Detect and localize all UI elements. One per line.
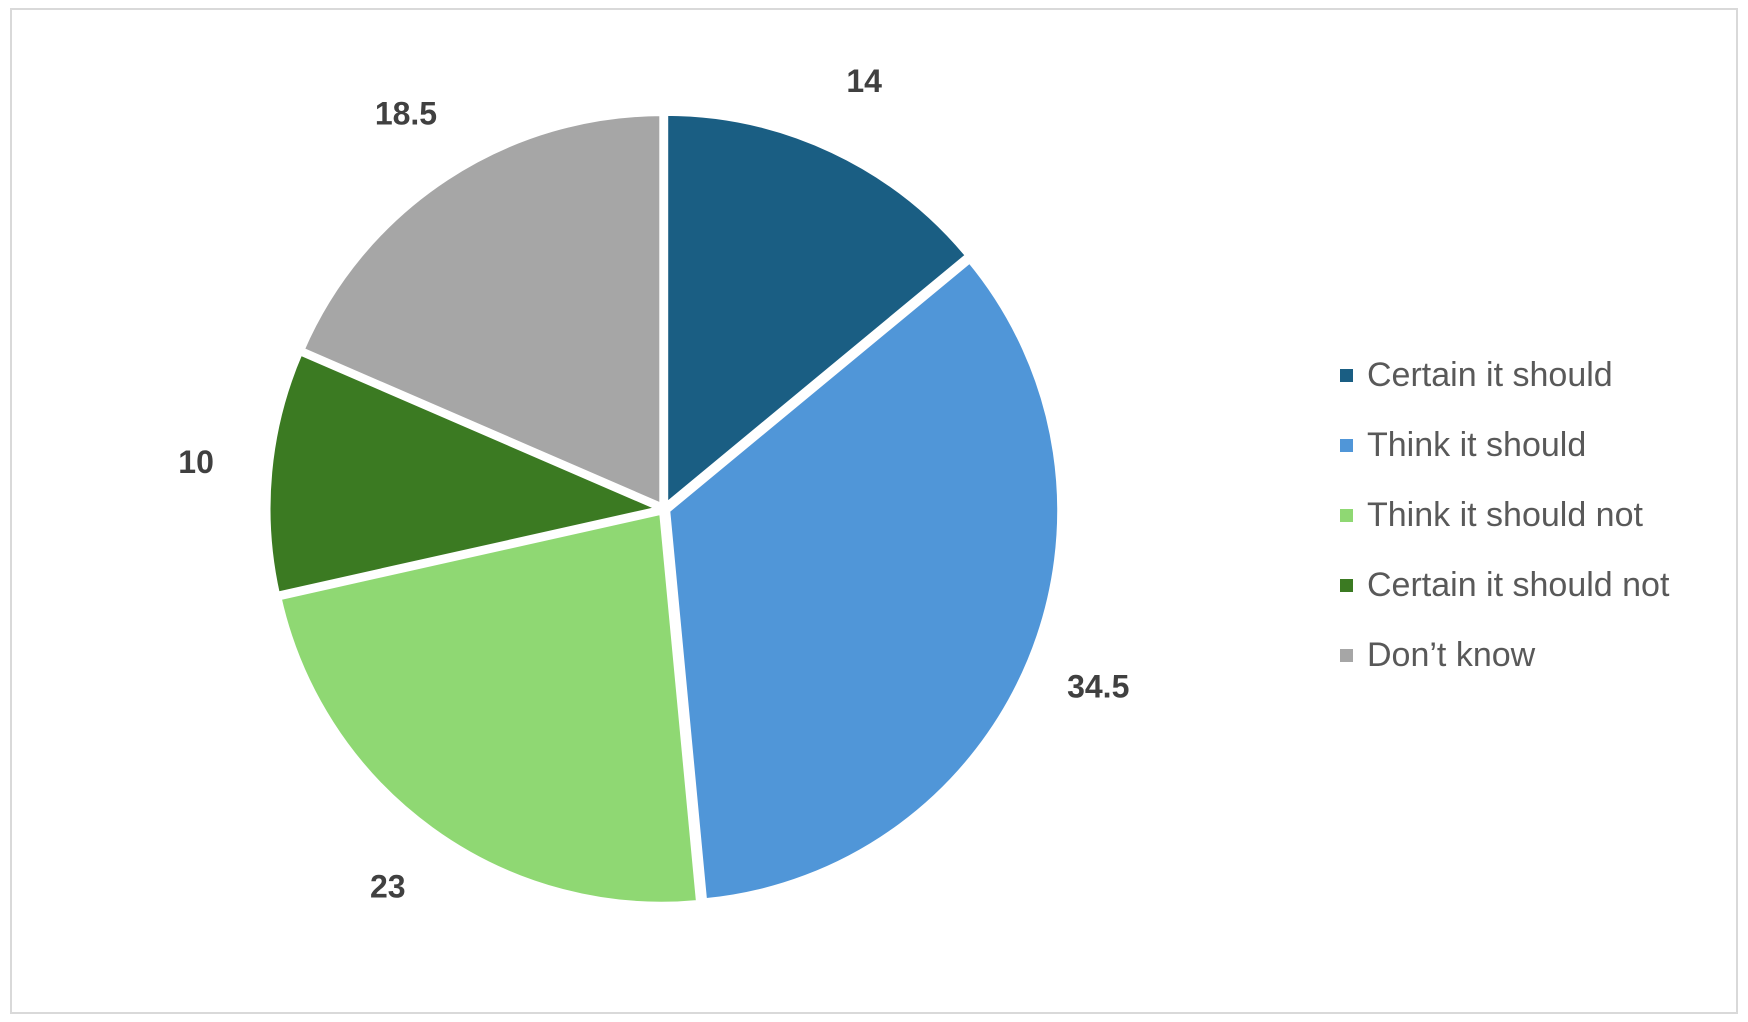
legend-label: Certain it should not — [1367, 565, 1670, 604]
pie-slice-think-it-should — [665, 258, 1063, 904]
legend-item-certain-it-should-not: Certain it should not — [1340, 550, 1669, 620]
legend-swatch — [1340, 578, 1353, 592]
legend-item-think-it-should: Think it should — [1340, 410, 1669, 480]
legend-item-certain-it-should: Certain it should — [1340, 340, 1669, 410]
data-label: 10 — [178, 444, 214, 480]
pie-slice-certain-it-should — [663, 110, 971, 508]
pie-slice-certain-it-should-not — [265, 350, 663, 597]
data-label: 14 — [846, 63, 882, 99]
legend-label: Don’t know — [1367, 635, 1536, 674]
legend-label: Certain it should — [1367, 355, 1613, 394]
legend-item-dont-know: Don’t know — [1340, 620, 1669, 690]
data-label: 34.5 — [1067, 668, 1129, 704]
legend-item-think-it-should-not: Think it should not — [1340, 480, 1669, 550]
legend-swatch — [1340, 648, 1353, 662]
legend: Certain it should Think it should Think … — [1340, 340, 1669, 690]
pie-slice-don-t-know — [299, 111, 665, 509]
legend-swatch — [1340, 368, 1353, 382]
legend-label: Think it should not — [1367, 495, 1643, 534]
data-label: 23 — [370, 869, 406, 905]
legend-swatch — [1340, 438, 1353, 452]
legend-swatch — [1340, 508, 1353, 522]
pie-slice-think-it-should-not — [276, 509, 702, 907]
legend-label: Think it should — [1367, 425, 1587, 464]
data-label: 18.5 — [375, 96, 437, 132]
